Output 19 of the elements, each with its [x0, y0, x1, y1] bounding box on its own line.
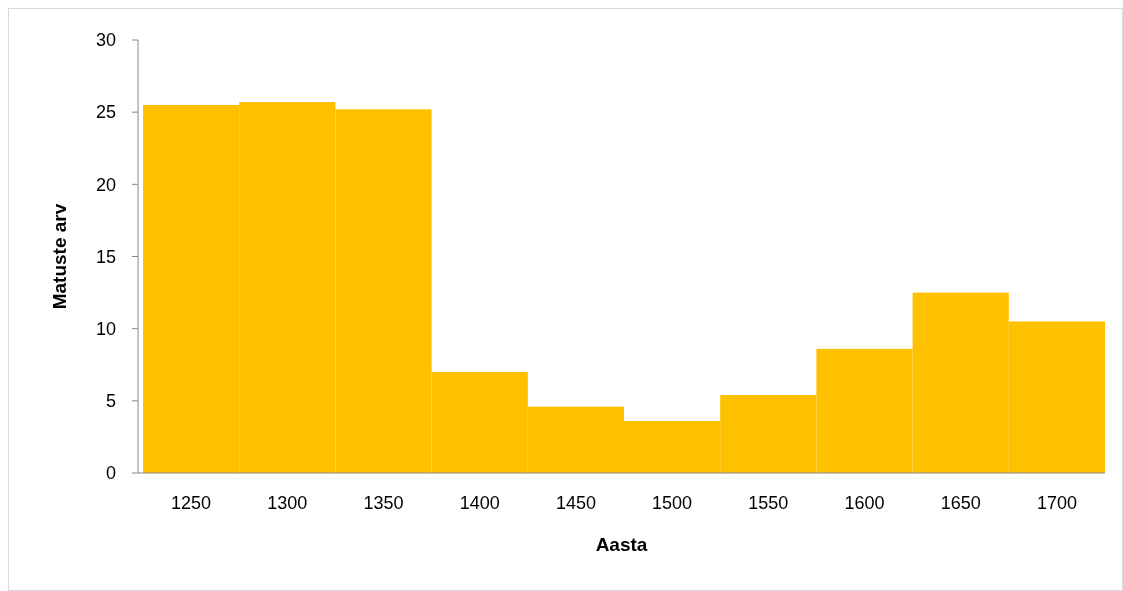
- x-tick-label: 1650: [940, 493, 981, 513]
- x-tick-label: 1600: [844, 493, 885, 513]
- x-tick-label: 1300: [267, 493, 308, 513]
- x-tick-label: 1250: [171, 493, 212, 513]
- y-tick-label: 5: [105, 391, 116, 412]
- y-tick-label: 15: [95, 246, 116, 267]
- x-tick-label: 1450: [555, 493, 596, 513]
- y-tick-label: 20: [95, 174, 116, 195]
- x-tick-label: 1400: [459, 493, 500, 513]
- y-tick-label: 25: [95, 102, 116, 123]
- x-tick-label: 1550: [748, 493, 789, 513]
- y-axis-title: Matuste arv: [49, 203, 70, 310]
- y-tick-label: 30: [95, 30, 116, 51]
- x-tick-label: 1500: [652, 493, 693, 513]
- y-tick-label: 10: [95, 318, 116, 339]
- x-tick-label: 1350: [363, 493, 404, 513]
- x-tick-label: 1700: [1036, 493, 1077, 513]
- y-tick-label: 0: [105, 463, 116, 484]
- x-axis-title: Aasta: [595, 534, 648, 555]
